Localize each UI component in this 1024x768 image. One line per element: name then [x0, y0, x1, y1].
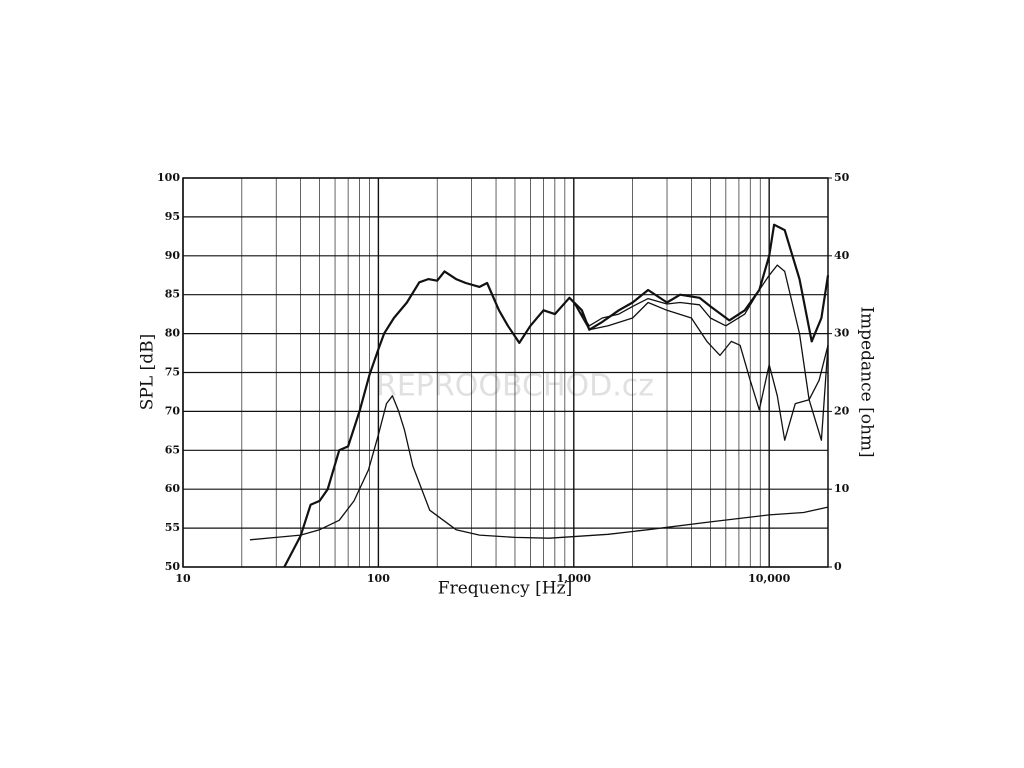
x-tick-label: 10,000 [748, 572, 790, 585]
y-tick-label: 70 [165, 404, 181, 417]
x-tick-label: 1,000 [557, 572, 592, 585]
plot-frame [182, 177, 829, 568]
y-tick-label: 50 [165, 560, 181, 573]
y-tick-label: 95 [165, 210, 180, 223]
y2-tick-label: 50 [834, 171, 850, 184]
y-tick-label: 65 [165, 443, 180, 456]
y2-axis-label: Impedance [ohm] [857, 306, 877, 457]
curve [249, 395, 829, 541]
y2-tick-label: 10 [834, 482, 850, 495]
y2-tick-label: 0 [834, 560, 842, 573]
y-tick-label: 75 [165, 366, 180, 379]
y2-tick-label: 30 [834, 327, 850, 340]
y-tick-label: 55 [165, 521, 180, 534]
x-tick-label: 100 [367, 572, 390, 585]
curve [573, 264, 829, 401]
y-tick-label: 85 [165, 288, 180, 301]
y-axis-label: SPL [dB] [138, 334, 158, 410]
x-tick-label: 10 [175, 572, 191, 585]
y-tick-label: 90 [165, 249, 181, 262]
y2-tick-label: 20 [834, 404, 850, 417]
y-tick-label: 60 [165, 482, 181, 495]
x-axis-label: Frequency [Hz] [438, 579, 572, 599]
y-tick-label: 100 [157, 171, 180, 184]
curve [283, 223, 830, 568]
curve [573, 301, 829, 441]
y2-tick-label: 40 [834, 249, 850, 262]
y-tick-label: 80 [165, 327, 181, 340]
